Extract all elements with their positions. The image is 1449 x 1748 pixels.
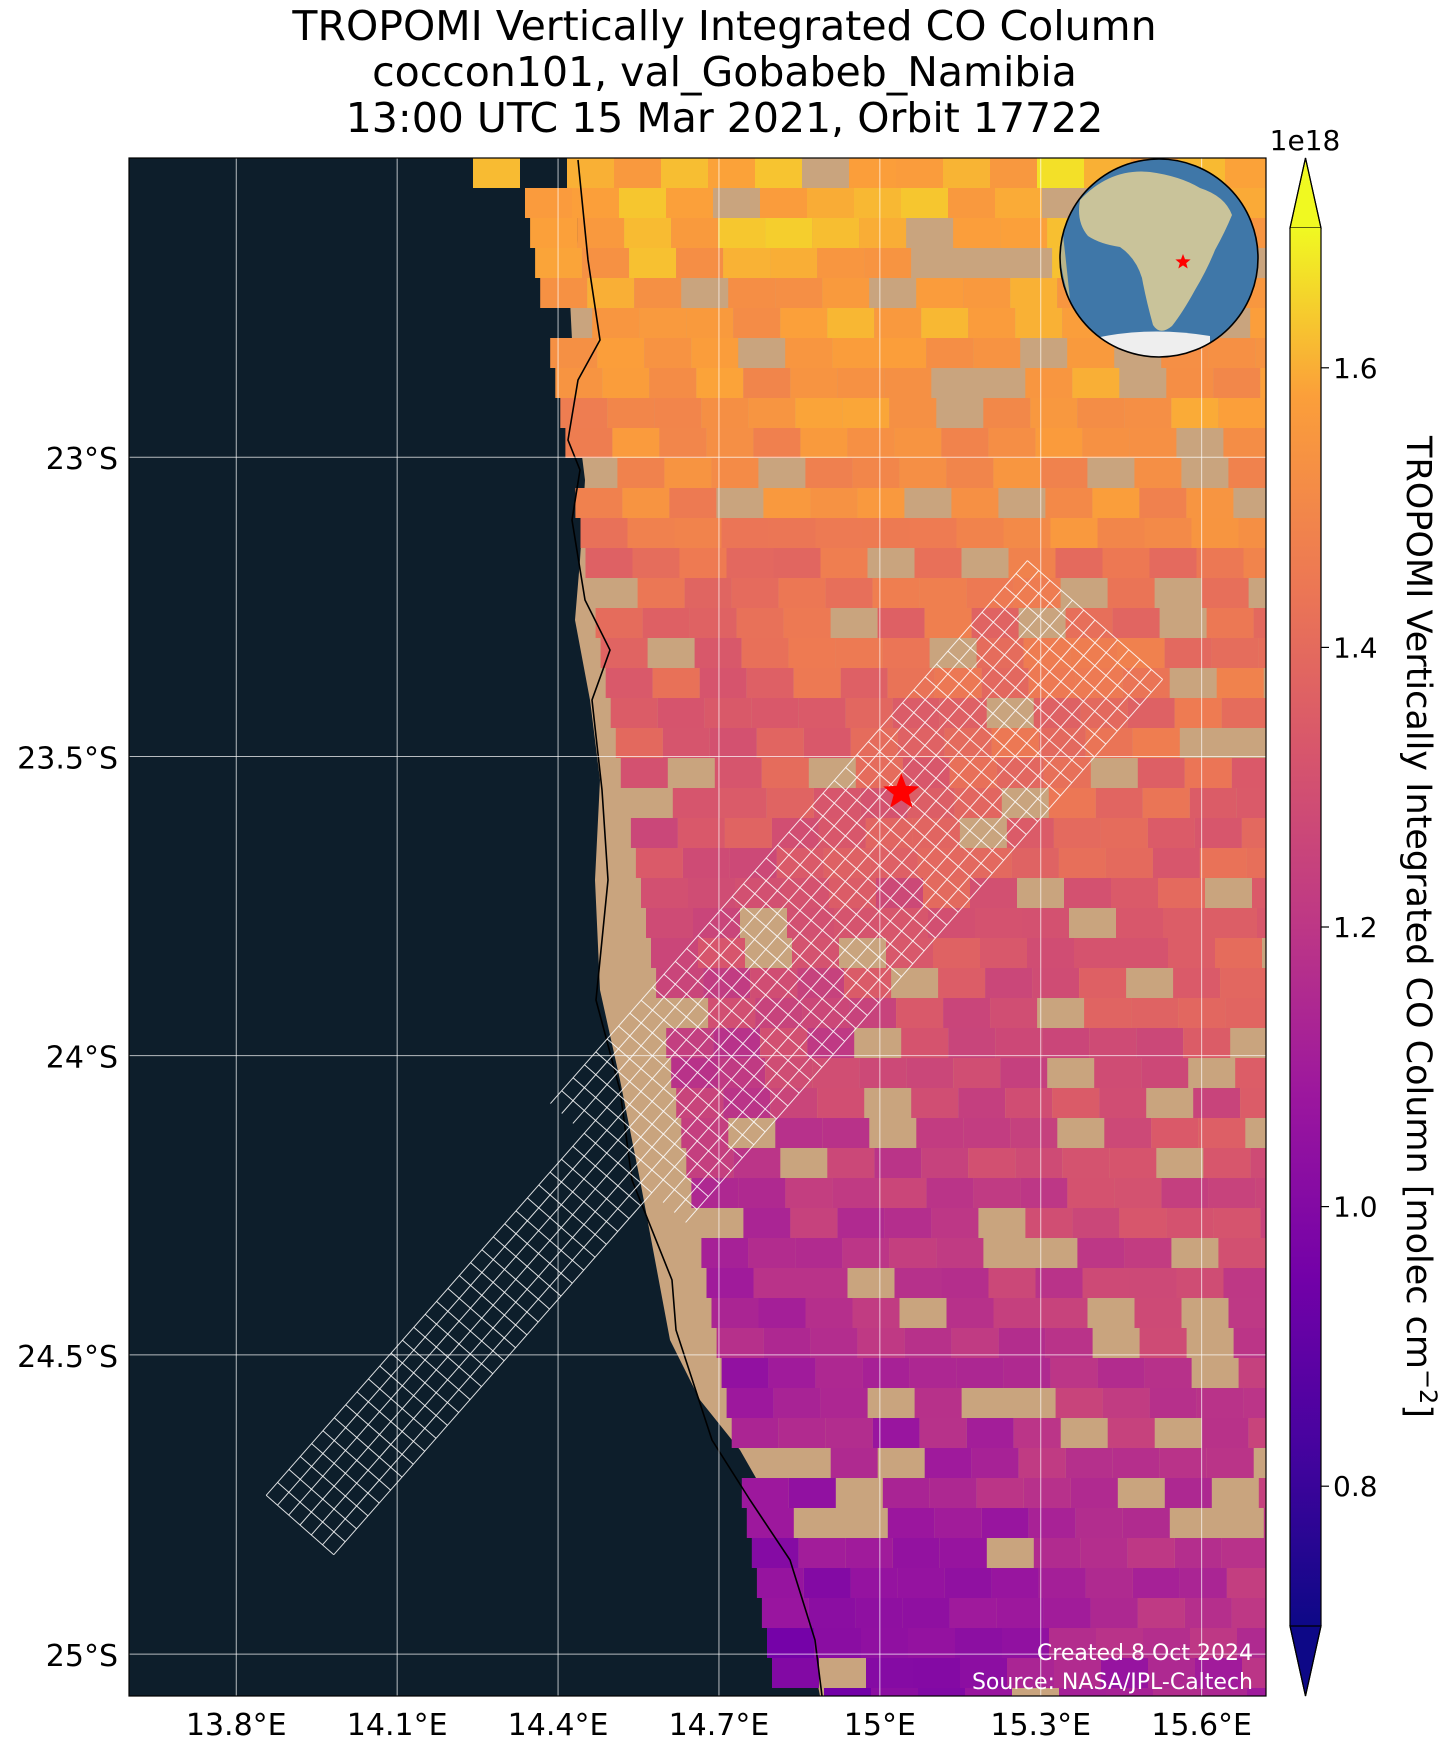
map-panel: Created 8 Oct 2024 Source: NASA/JPL-Calt… [128,157,1267,1697]
map-title-line-2: coccon101, val_Gobabeb_Namibia [372,48,1077,96]
lon-label-3: 14.7°E [669,1708,770,1743]
credit-source: Source: NASA/JPL-Caltech [972,1670,1253,1695]
map-title-line-3: 13:00 UTC 15 Mar 2021, Orbit 17722 [345,94,1104,142]
lat-label-0: 23°S [46,442,118,477]
colorbar-tick-3: 1.4 [1333,631,1378,664]
globe-site-star-icon [1175,254,1191,269]
colorbar-exponent: 1e18 [1270,124,1341,157]
coastline [567,159,823,1696]
colorbar-extend-min [1289,1625,1322,1697]
site-star-icon [883,773,920,808]
africa-landmass [1079,171,1232,331]
lon-label-0: 13.8°E [186,1708,287,1743]
lat-label-1: 23.5°S [17,741,118,776]
colorbar-tick-4: 1.6 [1333,352,1378,385]
lat-label-3: 24.5°S [17,1340,118,1375]
credit-created: Created 8 Oct 2024 [1037,1641,1253,1666]
colorbar-tick-0: 0.8 [1333,1470,1378,1503]
lat-label-2: 24°S [46,1041,118,1076]
lon-label-1: 14.1°E [347,1708,448,1743]
em27-footprint-grid [265,560,1163,1556]
lon-label-2: 14.4°E [508,1708,609,1743]
colorbar-label: TROPOMI Vertically Integrated CO Column … [1398,435,1442,1418]
latitude-tick-labels: 23°S 23.5°S 24°S 24.5°S 25°S [17,442,118,1674]
colorbar-gradient [1290,228,1321,1626]
map-title-line-1: TROPOMI Vertically Integrated CO Column [292,2,1157,50]
graticule [129,158,1266,1696]
lon-label-5: 15.3°E [990,1708,1091,1743]
colorbar-ticks: 0.8 1.0 1.2 1.4 1.6 [1321,352,1378,1503]
lon-label-6: 15.6°E [1151,1708,1252,1743]
lat-label-4: 25°S [46,1639,118,1674]
lon-label-4: 15°E [844,1708,916,1743]
longitude-tick-labels: 13.8°E 14.1°E 14.4°E 14.7°E 15°E 15.3°E 15.6°E [186,1708,1252,1743]
colorbar-tick-2: 1.2 [1333,911,1378,944]
colorbar: 0.8 1.0 1.2 1.4 1.6 1e18 TROPOMI Vertically … [1270,124,1442,1697]
colorbar-extend-max [1289,157,1322,229]
colorbar-tick-1: 1.0 [1333,1191,1378,1224]
